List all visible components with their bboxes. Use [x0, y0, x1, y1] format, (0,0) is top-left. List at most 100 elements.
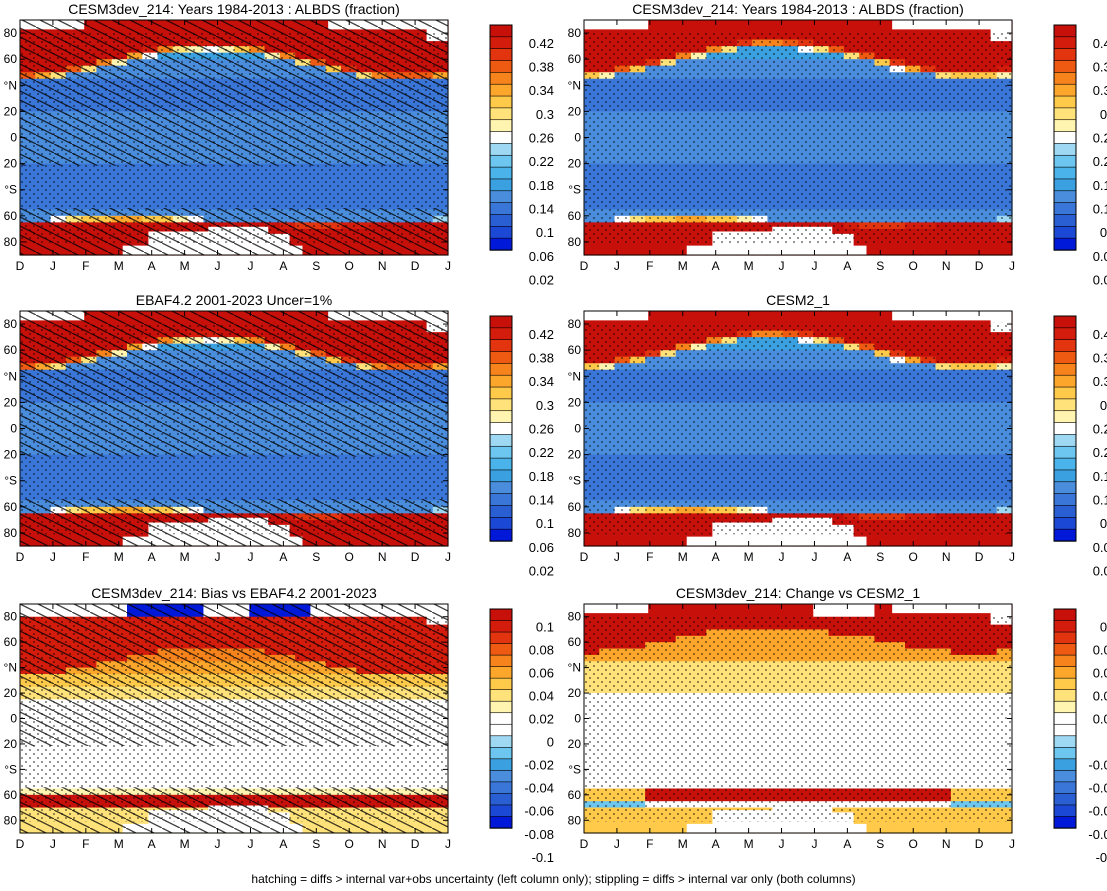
x-tick-label: F	[82, 550, 89, 564]
colorbar-swatch	[489, 689, 513, 702]
colorbar-tick-label: 0.34	[1093, 374, 1107, 389]
colorbar-swatch	[1053, 781, 1077, 795]
colorbar-swatch	[1053, 654, 1077, 668]
colorbar-swatch	[489, 237, 513, 251]
x-tick-label: D	[975, 550, 984, 564]
colorbar-tick-label: 0.22	[529, 445, 554, 460]
colorbar-swatch	[1053, 793, 1077, 806]
colorbar-swatch	[489, 469, 513, 483]
colorbar-tick-label: 0.08	[529, 642, 554, 657]
y-tick-label: 0	[574, 422, 581, 436]
y-tick-label: 80	[4, 317, 18, 331]
colorbar-swatch	[489, 666, 513, 679]
y-tick-label: °S	[4, 183, 17, 197]
colorbar-swatch	[489, 143, 513, 156]
x-tick-label: N	[378, 259, 387, 273]
colorbar-swatch	[1053, 363, 1077, 376]
colorbar-tick-label: 0.06	[1093, 249, 1107, 264]
axes-3: D J F M A M J J A S O N D J 80 60 °N 20 0 20 °S 60 80	[4, 310, 451, 564]
colorbar-swatch	[1053, 107, 1077, 121]
colorbar-tick-label: 0.14	[529, 202, 554, 217]
x-tick-label: O	[909, 837, 918, 851]
colorbar-swatch	[489, 723, 513, 737]
colorbar-swatch	[1053, 493, 1077, 507]
y-tick-label: °S	[4, 474, 17, 488]
x-tick-label: A	[148, 837, 156, 851]
colorbar-swatch	[1053, 517, 1077, 530]
x-tick-label: J	[811, 259, 817, 273]
colorbar-swatch	[489, 804, 513, 818]
colorbar-frame	[489, 608, 513, 829]
y-tick-label: 80	[4, 235, 18, 249]
colorbar-swatch	[489, 72, 513, 85]
y-tick-label: 60	[4, 500, 18, 514]
colorbar-tick-label: 0.18	[529, 178, 554, 193]
colorbar-tick-label: 0.22	[1093, 154, 1107, 169]
x-tick-label: M	[180, 837, 190, 851]
colorbar-swatch	[489, 505, 513, 519]
colorbar-swatch	[489, 327, 513, 341]
colorbar-swatch	[1053, 386, 1077, 400]
colorbar-swatch	[489, 620, 513, 633]
x-tick-label: A	[279, 550, 287, 564]
x-tick-label: D	[16, 837, 25, 851]
x-tick-label: J	[779, 259, 785, 273]
colorbar-swatch	[1053, 24, 1077, 38]
x-tick-label: N	[378, 550, 387, 564]
x-tick-label: M	[114, 837, 124, 851]
colorbar-swatch	[1053, 154, 1077, 168]
colorbar-tick-label: 0.18	[1093, 469, 1107, 484]
colorbar-tick-label: 0.14	[529, 493, 554, 508]
x-tick-label: A	[279, 837, 287, 851]
colorbar-swatch	[489, 457, 513, 471]
y-tick-label: 60	[568, 52, 582, 66]
colorbar-tick-label: 0.3	[536, 398, 554, 413]
colorbar-swatch	[1053, 190, 1077, 204]
colorbar-tick-label: 0.42	[1093, 327, 1107, 342]
colorbar-swatch	[1053, 131, 1077, 145]
colorbar-tick-label: 0.26	[1093, 131, 1107, 146]
colorbar-swatch	[1053, 166, 1077, 180]
colorbar-tick-label: -0.1	[1096, 850, 1107, 865]
colorbar-swatch	[1053, 327, 1077, 341]
colorbar-swatch	[489, 166, 513, 180]
x-tick-label: A	[843, 837, 851, 851]
colorbar-swatch	[489, 735, 513, 749]
colorbar-tick-label: -0.02	[1088, 758, 1107, 773]
colorbar-tick-label: 0.02	[1093, 564, 1107, 579]
colorbar-swatch	[1053, 723, 1077, 737]
colorbar-swatch	[1053, 689, 1077, 702]
x-tick-label: A	[148, 550, 156, 564]
colorbar-swatch	[1053, 374, 1077, 388]
x-tick-label: J	[50, 550, 56, 564]
colorbar-swatch	[489, 60, 513, 74]
colorbar-frame	[489, 315, 513, 542]
y-tick-label: 80	[568, 610, 582, 624]
colorbar-tick-label: -0.04	[1088, 781, 1107, 796]
y-tick-label: 0	[574, 131, 581, 145]
y-tick-label: 80	[568, 526, 582, 540]
colorbar-swatch	[1053, 339, 1077, 353]
y-tick-label: 80	[4, 526, 18, 540]
colorbar-tick-label: -0.1	[532, 850, 554, 865]
x-tick-label: J	[50, 837, 56, 851]
y-tick-label: 20	[4, 157, 18, 171]
colorbar-tick-label: 0.04	[529, 688, 554, 703]
colorbar-swatch	[1053, 505, 1077, 519]
colorbar-swatch	[1053, 631, 1077, 645]
colorbar-swatch	[1053, 60, 1077, 74]
y-tick-label: °N	[568, 78, 581, 92]
panel-title-4: CESM2_1	[766, 292, 830, 308]
y-tick-label: 20	[568, 686, 582, 700]
colorbar-tick-label: 0.26	[529, 422, 554, 437]
x-tick-label: D	[975, 837, 984, 851]
colorbar-swatch	[489, 351, 513, 365]
x-tick-label: O	[345, 259, 354, 273]
y-tick-label: °N	[4, 661, 17, 675]
x-tick-label: N	[378, 837, 387, 851]
colorbar-swatch	[489, 517, 513, 530]
colorbar-swatch	[1053, 481, 1077, 495]
x-tick-label: S	[876, 837, 884, 851]
y-tick-label: 80	[568, 26, 582, 40]
y-tick-label: 80	[4, 813, 18, 827]
